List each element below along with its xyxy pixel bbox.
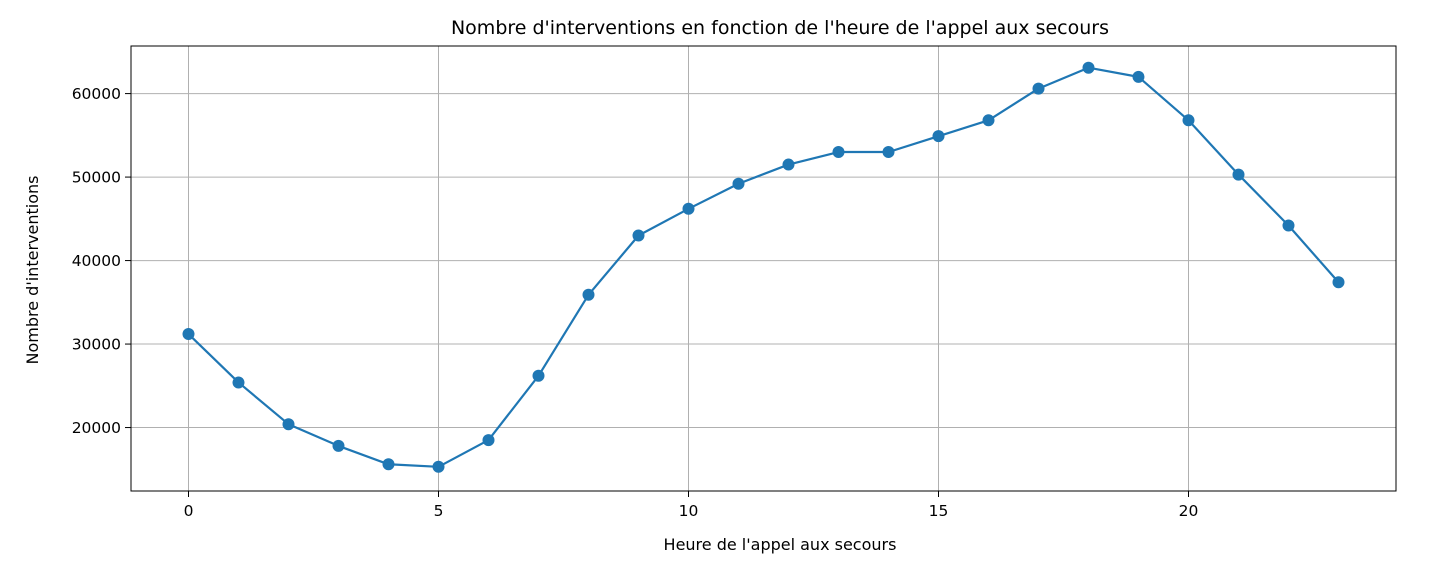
y-tick-label: 30000 bbox=[72, 336, 121, 354]
grid-lines bbox=[131, 46, 1396, 491]
x-axis-label: Heure de l'appel aux secours bbox=[664, 535, 897, 554]
data-point bbox=[982, 114, 995, 127]
data-point bbox=[332, 439, 345, 452]
data-point bbox=[932, 130, 945, 143]
x-tick-label: 15 bbox=[929, 502, 949, 520]
data-point bbox=[432, 460, 445, 473]
data-point bbox=[832, 146, 845, 159]
plot-frame bbox=[130, 45, 1397, 492]
x-tick-label: 20 bbox=[1179, 502, 1199, 520]
y-tick-label: 20000 bbox=[72, 419, 121, 437]
x-tick-label: 0 bbox=[184, 502, 194, 520]
axis-ticks: 0 5 10 15 20 20000 30000 40000 50000 60000 bbox=[72, 85, 1199, 520]
y-tick-label: 60000 bbox=[72, 85, 121, 103]
series-line bbox=[187, 66, 1340, 468]
data-point bbox=[1132, 70, 1145, 83]
y-tick-label: 40000 bbox=[72, 252, 121, 270]
data-point bbox=[232, 376, 245, 389]
data-point bbox=[282, 418, 295, 431]
x-tick-label: 10 bbox=[679, 502, 699, 520]
series-layer bbox=[182, 61, 1345, 473]
data-point bbox=[1332, 276, 1345, 289]
data-point bbox=[482, 434, 495, 447]
chart-title: Nombre d'interventions en fonction de l'… bbox=[451, 17, 1109, 39]
data-point bbox=[782, 158, 795, 171]
data-point bbox=[1082, 61, 1095, 74]
data-point bbox=[582, 288, 595, 301]
y-tick-label: 50000 bbox=[72, 169, 121, 187]
data-point bbox=[632, 229, 645, 242]
data-point bbox=[382, 458, 395, 471]
data-point bbox=[1032, 82, 1045, 95]
data-point bbox=[182, 328, 195, 341]
data-point bbox=[1282, 219, 1295, 232]
data-point bbox=[882, 146, 895, 159]
data-point bbox=[532, 369, 545, 382]
data-point bbox=[682, 202, 695, 215]
data-point bbox=[732, 177, 745, 190]
data-point bbox=[1232, 168, 1245, 181]
y-axis-label: Nombre d'interventions bbox=[23, 176, 42, 365]
data-point bbox=[1182, 114, 1195, 127]
x-tick-label: 5 bbox=[434, 502, 444, 520]
